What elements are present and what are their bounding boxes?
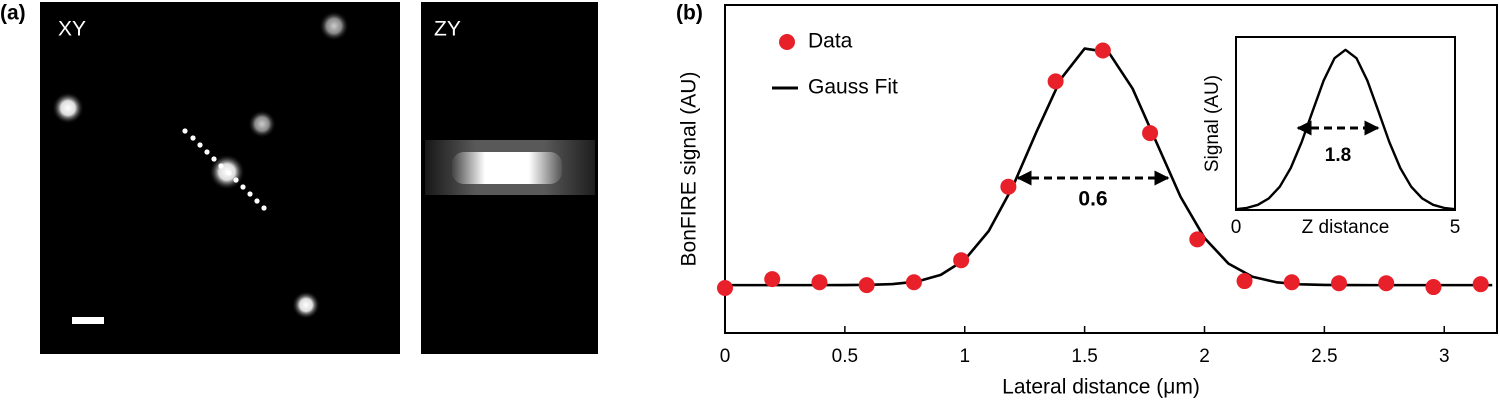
data-point xyxy=(1472,276,1489,293)
image-label: ZY xyxy=(434,18,461,41)
panel-label: (a) xyxy=(0,2,26,25)
line-profile-dots xyxy=(182,128,267,211)
data-point xyxy=(905,274,922,291)
x-tick-label: 0 xyxy=(720,346,731,367)
axes-box xyxy=(1235,36,1456,211)
annotation: 1.8 xyxy=(1325,145,1351,166)
legend-label: Gauss Fit xyxy=(808,76,898,99)
data-point xyxy=(1425,279,1442,296)
data-point xyxy=(953,252,970,269)
data-point xyxy=(811,274,828,291)
data-point xyxy=(1189,231,1206,248)
data-point xyxy=(764,271,781,288)
data-point xyxy=(1142,125,1159,142)
x-tick-label: 3 xyxy=(1439,346,1450,367)
x-tick-label: 0.5 xyxy=(832,346,858,367)
legend-label: Data xyxy=(808,30,853,53)
image-label: XY xyxy=(58,18,86,41)
fit-line xyxy=(1235,48,1456,211)
x-axis-label: Lateral distance (μm) xyxy=(1002,376,1200,399)
data-point xyxy=(1331,275,1348,292)
x-tick-label: 2 xyxy=(1199,346,1210,367)
y-axis-label: Signal (AU) xyxy=(1202,75,1223,172)
legend-marker xyxy=(779,34,795,50)
spots xyxy=(52,11,349,319)
data-point xyxy=(717,279,733,296)
annotation: 0.6 xyxy=(1078,188,1107,211)
x-tick-label: 1 xyxy=(959,346,970,367)
zy-spot xyxy=(452,152,562,184)
x-tick-label: 5 xyxy=(1450,217,1461,238)
data-point xyxy=(1047,73,1064,90)
x-tick-label: 2.5 xyxy=(1311,346,1337,367)
scale-bar xyxy=(72,317,104,324)
data-point xyxy=(858,277,875,294)
x-tick-label: 0 xyxy=(1231,217,1242,238)
x-tick-label: 1.5 xyxy=(1071,346,1097,367)
data-point xyxy=(1236,273,1253,290)
data-point xyxy=(1094,42,1111,59)
x-axis-label: Z distance xyxy=(1302,217,1390,238)
panel-label: (b) xyxy=(676,2,703,25)
data-point xyxy=(1378,275,1395,292)
data-point xyxy=(1283,274,1300,291)
y-axis-label: BonFIRE signal (AU) xyxy=(678,72,701,267)
data-point xyxy=(1000,178,1017,195)
